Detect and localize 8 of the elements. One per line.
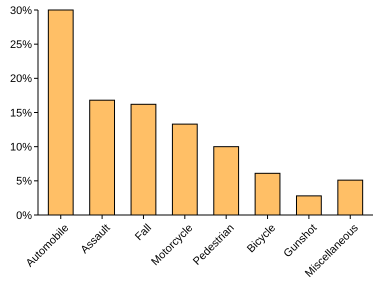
y-tick-label: 5% <box>16 176 32 188</box>
y-tick-label: 0% <box>16 210 32 222</box>
y-tick-label: 30% <box>10 4 32 17</box>
x-tick-label: Fall <box>133 222 154 244</box>
y-tick-label: 10% <box>10 142 32 154</box>
y-tick-label: 15% <box>10 107 32 120</box>
y-tick-label: 20% <box>10 73 32 86</box>
y-tick-label: 25% <box>10 39 32 52</box>
